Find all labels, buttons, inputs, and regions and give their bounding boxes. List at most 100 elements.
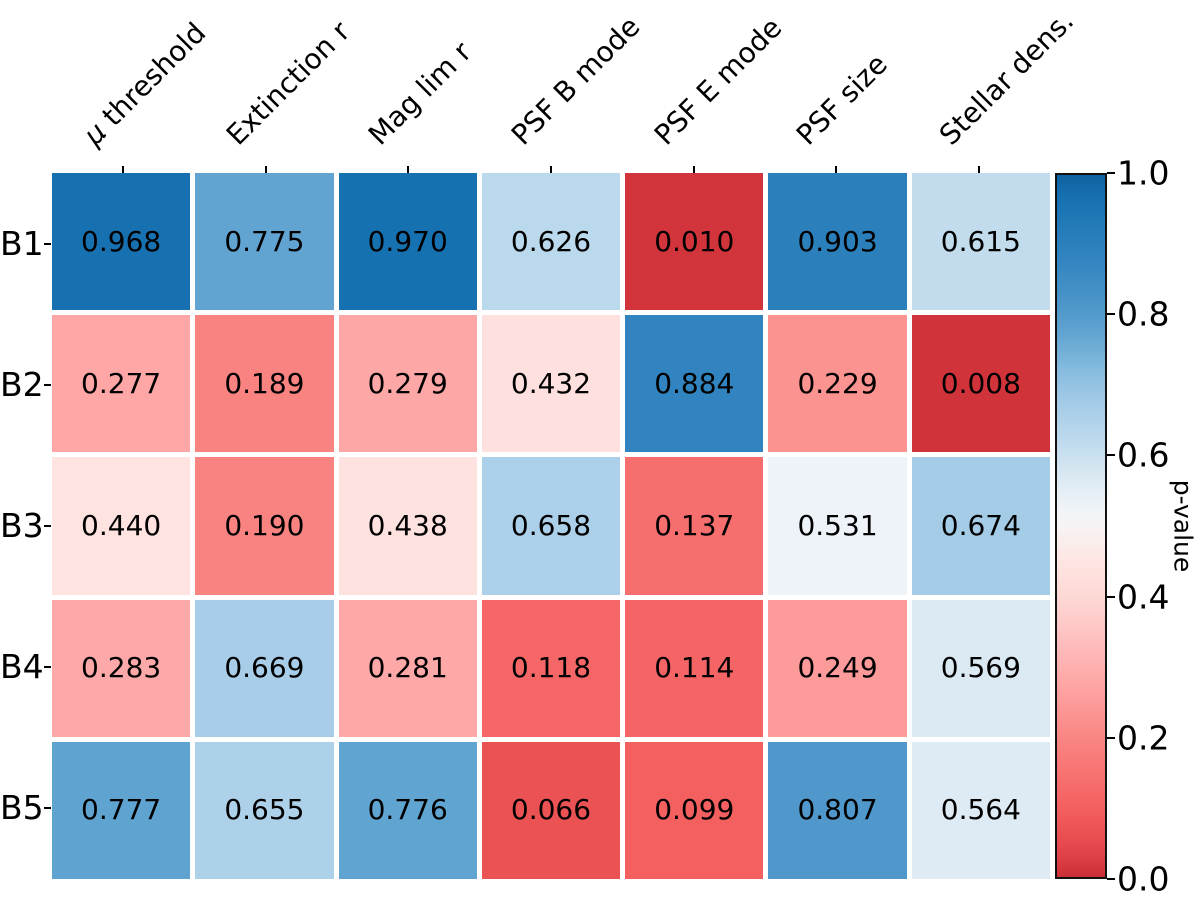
row-label: B1 xyxy=(0,223,44,263)
colorbar-tick-mark xyxy=(1107,736,1115,739)
mu-symbol: μ xyxy=(77,115,114,152)
colorbar-axis-label: p-value xyxy=(1168,479,1198,573)
heatmap-cell: 0.277 xyxy=(52,315,191,453)
cell-value: 0.277 xyxy=(81,366,162,400)
cell-value: 0.190 xyxy=(224,508,305,542)
y-tick-mark xyxy=(44,525,51,527)
heatmap-cell: 0.569 xyxy=(911,599,1050,737)
column-label: μ threshold xyxy=(77,15,213,152)
row-label: B5 xyxy=(0,788,44,828)
heatmap-cell: 0.279 xyxy=(338,315,477,453)
heatmap-cell: 0.118 xyxy=(481,599,621,737)
colorbar-gradient xyxy=(1055,173,1107,879)
colorbar-tick-label: 0.2 xyxy=(1117,718,1170,758)
cell-value: 0.655 xyxy=(224,793,305,827)
heatmap-cell: 0.099 xyxy=(625,741,764,879)
cell-value: 0.279 xyxy=(367,366,448,400)
cell-value: 0.099 xyxy=(654,793,735,827)
heatmap-cell: 0.249 xyxy=(768,599,907,737)
colorbar-tick-mark xyxy=(1107,595,1115,598)
cell-value: 0.626 xyxy=(510,224,592,258)
cell-value: 0.615 xyxy=(940,224,1021,258)
x-tick-mark xyxy=(407,166,410,173)
heatmap-cell: 0.776 xyxy=(338,741,477,879)
row-label: B2 xyxy=(0,364,44,404)
colorbar-tick-label: 0.4 xyxy=(1117,577,1170,617)
cell-value: 0.968 xyxy=(81,224,162,258)
x-tick-mark xyxy=(550,166,552,173)
heatmap-cell: 0.283 xyxy=(52,599,191,737)
cell-value: 0.531 xyxy=(797,508,878,542)
cell-value: 0.118 xyxy=(510,651,592,685)
column-label: PSF B mode xyxy=(504,9,647,152)
heatmap-cell: 0.531 xyxy=(768,457,907,595)
heatmap-cell: 0.626 xyxy=(481,173,621,311)
heatmap-cell: 0.970 xyxy=(338,173,477,311)
heatmap-cell: 0.066 xyxy=(481,741,621,879)
heatmap-cell: 0.669 xyxy=(195,599,334,737)
heatmap-cell: 0.968 xyxy=(52,173,191,311)
heatmap-cell: 0.884 xyxy=(625,315,764,453)
heatmap-cell: 0.775 xyxy=(195,173,334,311)
colorbar-tick-mark xyxy=(1107,313,1115,316)
cell-value: 0.283 xyxy=(81,651,162,685)
colorbar-tick-label: 0.8 xyxy=(1117,294,1170,334)
colorbar-tick-mark xyxy=(1107,878,1115,880)
x-tick-mark xyxy=(122,166,125,173)
colorbar-tick-mark xyxy=(1107,454,1115,457)
heatmap-cell: 0.114 xyxy=(625,599,764,737)
column-label: PSF E mode xyxy=(647,10,788,152)
cell-value: 0.229 xyxy=(797,366,878,400)
cell-value: 0.903 xyxy=(797,224,878,258)
column-label: Stellar dens. xyxy=(932,3,1080,152)
column-label: PSF size xyxy=(789,47,894,152)
heatmap-cell: 0.440 xyxy=(52,457,191,595)
x-tick-mark xyxy=(692,166,695,173)
cell-value: 0.775 xyxy=(224,224,305,258)
heatmap-cell: 0.281 xyxy=(338,599,477,737)
cell-value: 0.281 xyxy=(367,651,448,685)
x-tick-mark xyxy=(835,166,838,173)
cell-value: 0.669 xyxy=(224,651,305,685)
row-label: B3 xyxy=(0,505,44,545)
colorbar-tick-mark xyxy=(1107,172,1115,174)
column-label: Extinction r xyxy=(219,14,357,152)
cell-value: 0.438 xyxy=(367,508,448,542)
cell-value: 0.807 xyxy=(797,793,878,827)
y-tick-mark xyxy=(44,807,51,810)
colorbar-tick-label: 1.0 xyxy=(1117,153,1170,193)
heatmap-cell: 0.658 xyxy=(481,457,621,595)
heatmap-grid: 0.968 0.775 0.970 0.626 0.010 0.903 0.615 0.277… xyxy=(52,173,1050,879)
heatmap-cell: 0.008 xyxy=(911,315,1050,453)
cell-value: 0.249 xyxy=(797,651,878,685)
heatmap-cell: 0.903 xyxy=(768,173,907,311)
heatmap-cell: 0.438 xyxy=(338,457,477,595)
cell-value: 0.137 xyxy=(654,508,735,542)
heatmap-cell: 0.655 xyxy=(195,741,334,879)
heatmap-cell: 0.615 xyxy=(911,173,1050,311)
x-tick-mark xyxy=(264,166,267,173)
heatmap-cell: 0.137 xyxy=(625,457,764,595)
cell-value: 0.564 xyxy=(940,793,1021,827)
heatmap-cell: 0.777 xyxy=(52,741,191,879)
cell-value: 0.884 xyxy=(654,366,735,400)
cell-value: 0.569 xyxy=(940,651,1021,685)
cell-value: 0.776 xyxy=(367,793,448,827)
y-tick-mark xyxy=(44,666,51,669)
heatmap-cell: 0.189 xyxy=(195,315,334,453)
heatmap-cell: 0.674 xyxy=(911,457,1050,595)
cell-value: 0.189 xyxy=(224,366,305,400)
cell-value: 0.658 xyxy=(510,508,592,542)
colorbar-tick-label: 0.6 xyxy=(1117,435,1170,475)
heatmap-cell: 0.190 xyxy=(195,457,334,595)
colorbar-tick-label: 0.0 xyxy=(1117,859,1170,899)
cell-value: 0.440 xyxy=(81,508,162,542)
cell-value: 0.777 xyxy=(81,793,162,827)
cell-value: 0.010 xyxy=(654,224,735,258)
cell-value: 0.970 xyxy=(367,224,448,258)
heatmap-cell: 0.432 xyxy=(481,315,621,453)
heatmap-cell: 0.010 xyxy=(625,173,764,311)
y-tick-mark xyxy=(44,242,51,245)
column-label: Mag lim r xyxy=(362,34,479,152)
